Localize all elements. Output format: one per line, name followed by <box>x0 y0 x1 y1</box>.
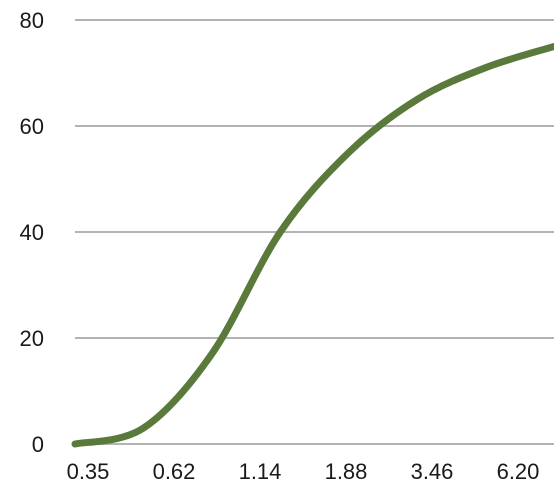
y-tick-label: 80 <box>20 8 44 33</box>
grid-lines <box>75 19 554 445</box>
x-tick-label: 0.35 <box>67 459 110 484</box>
x-tick-label: 0.62 <box>153 459 196 484</box>
y-tick-labels: 0 20 40 60 80 <box>20 8 44 457</box>
y-tick-label: 60 <box>20 114 44 139</box>
x-tick-label: 1.88 <box>325 459 368 484</box>
series-layer <box>71 43 554 448</box>
y-tick-label: 20 <box>20 326 44 351</box>
y-tick-label: 0 <box>32 432 44 457</box>
x-tick-label: 1.14 <box>239 459 282 484</box>
series-line <box>71 43 554 448</box>
x-tick-label: 3.46 <box>411 459 454 484</box>
x-tick-labels: 0.35 0.62 1.14 1.88 3.46 6.20 <box>67 459 540 484</box>
x-tick-label: 6.20 <box>497 459 540 484</box>
y-tick-label: 40 <box>20 220 44 245</box>
